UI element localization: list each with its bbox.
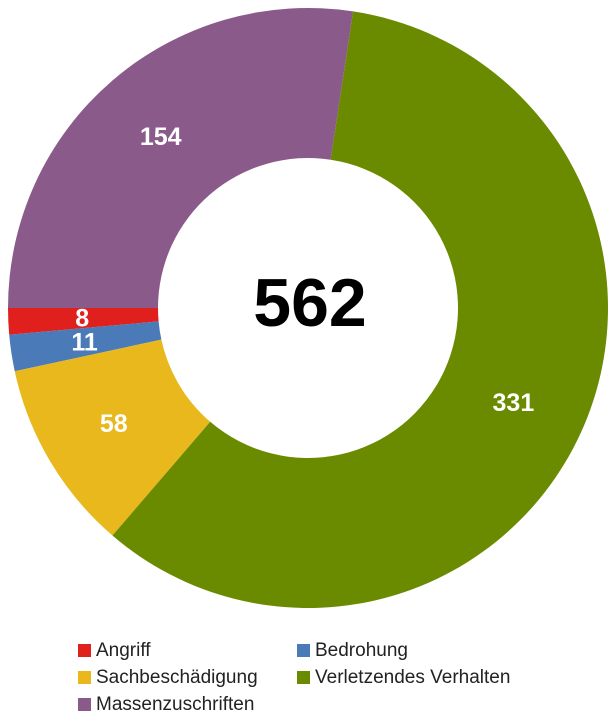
slice-label: 11 bbox=[71, 329, 98, 357]
legend-label: Angriff bbox=[96, 640, 151, 661]
legend-swatch bbox=[297, 644, 310, 657]
donut-slice bbox=[8, 7, 354, 308]
slice-label: 154 bbox=[140, 123, 182, 151]
legend-label: Bedrohung bbox=[315, 640, 408, 661]
donut-slice bbox=[8, 308, 159, 335]
slice-label: 8 bbox=[75, 305, 89, 333]
legend-swatch bbox=[297, 671, 310, 684]
legend-swatch bbox=[78, 644, 91, 657]
slice-label: 331 bbox=[493, 389, 535, 417]
donut-slice bbox=[14, 339, 211, 536]
legend-label: Verletzendes Verhalten bbox=[315, 667, 510, 688]
legend-swatch bbox=[78, 698, 91, 711]
donut-slice bbox=[9, 321, 162, 372]
slice-label: 58 bbox=[100, 410, 128, 438]
legend-label: Massenzuschriften bbox=[96, 694, 254, 715]
legend-swatch bbox=[78, 671, 91, 684]
legend-label: Sachbeschädigung bbox=[96, 667, 258, 688]
donut-slice bbox=[112, 11, 608, 608]
center-total: 562 bbox=[253, 265, 366, 341]
